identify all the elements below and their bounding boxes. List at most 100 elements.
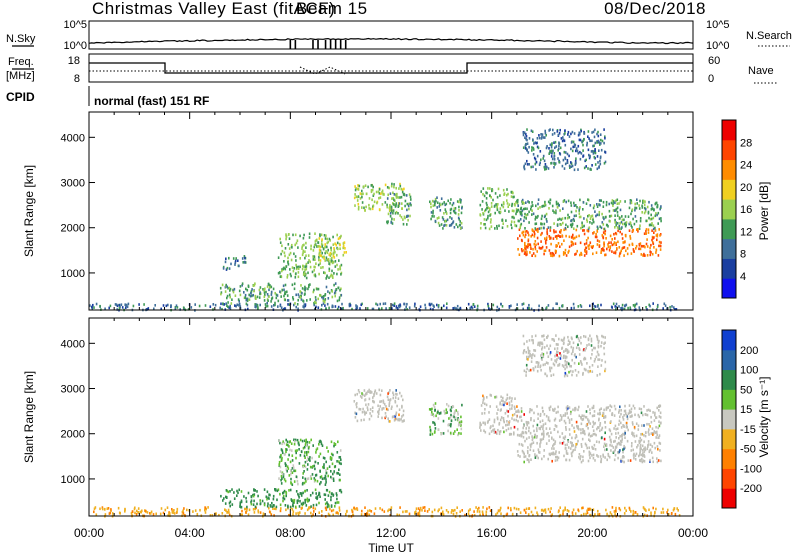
power-cell [547, 304, 550, 307]
power-cell [326, 275, 328, 279]
vel-cell [365, 403, 367, 407]
power-cell [143, 303, 145, 306]
vel-cell [430, 413, 433, 416]
power-cell [634, 202, 636, 206]
vel-cell [569, 369, 572, 373]
vel-cell [547, 418, 550, 422]
vel-cell [388, 404, 390, 408]
vel-cell [519, 415, 521, 419]
vel-cell [603, 408, 605, 412]
power-cell [532, 153, 535, 156]
vel-cell [309, 475, 312, 478]
power-cell [214, 303, 217, 307]
power-cell [310, 244, 312, 248]
power-cell [526, 138, 528, 142]
power-cell [623, 246, 626, 249]
vel-cell [500, 512, 502, 515]
vel-cell [541, 358, 543, 361]
power-cell [505, 219, 507, 222]
power-cell [518, 253, 521, 256]
power-cell [490, 205, 493, 208]
power-cell [534, 254, 537, 258]
vel-cell [622, 418, 625, 421]
vel-cell [137, 507, 140, 510]
power-cell [442, 227, 444, 230]
power-cell [563, 228, 565, 232]
vel-cell [630, 510, 632, 513]
power-cell [541, 245, 544, 249]
power-cell [384, 201, 387, 204]
vel-cell [323, 477, 326, 480]
power-cell [526, 246, 529, 249]
vel-cell [281, 477, 283, 480]
vel-cell [305, 438, 307, 442]
power-cell [548, 129, 550, 132]
vel-cell [271, 505, 274, 508]
power-cell [658, 228, 660, 231]
power-cell [294, 243, 296, 247]
power-cell [524, 207, 526, 210]
vel-cell [94, 506, 97, 509]
power-cell [558, 217, 561, 221]
vel-cell [364, 411, 367, 415]
power-cell [529, 245, 532, 249]
power-cell [579, 138, 582, 142]
power-cell [324, 237, 327, 240]
vel-cell [525, 437, 528, 441]
power-cell [286, 294, 289, 297]
power-cell [567, 133, 569, 136]
power-cell [280, 295, 282, 298]
power-cell [459, 220, 461, 223]
power-cell [175, 304, 178, 307]
vel-cell [647, 430, 650, 434]
vel-cell [527, 348, 530, 352]
power-cell [229, 295, 231, 299]
vel-cell [647, 408, 650, 412]
power-cell [344, 247, 346, 250]
vel-cell [302, 491, 304, 495]
vel-cell [550, 507, 552, 510]
vel-cell [536, 423, 539, 427]
power-cell [552, 149, 554, 153]
power-cell [220, 292, 222, 296]
power-cell [632, 304, 635, 307]
power-cell [355, 195, 358, 198]
power-cell [290, 274, 292, 278]
vel-scatter-region [522, 334, 607, 378]
power-cell [259, 303, 261, 307]
power-cell [551, 133, 554, 136]
vel-cell [530, 458, 532, 461]
vel-cell [642, 459, 645, 462]
vel-cell [419, 509, 421, 512]
power-cell [612, 202, 614, 205]
power-cell [645, 219, 647, 223]
power-cell [625, 223, 627, 227]
vel-cell [520, 407, 523, 410]
vel-cell [565, 428, 567, 431]
vel-cell [611, 444, 613, 448]
power-cell [595, 251, 598, 254]
vel-cell [548, 439, 550, 442]
power-cell [167, 303, 169, 307]
power-cell [523, 167, 526, 171]
vel-cell [658, 441, 661, 445]
vel-cell [596, 427, 598, 431]
power-cell [288, 303, 291, 306]
power-cell [270, 290, 273, 294]
power-cell [579, 304, 582, 307]
power-cell [318, 258, 320, 262]
vel-cell [590, 356, 592, 360]
vel-cell [604, 415, 607, 418]
vel-cell [678, 514, 681, 517]
vel-cell [281, 442, 283, 446]
power-cell [558, 306, 561, 310]
vel-cell [534, 349, 537, 352]
power-cell [255, 303, 258, 306]
power-cell [287, 299, 290, 302]
velocity-colorbar-tick-label: -50 [740, 444, 756, 456]
vel-cell [310, 438, 312, 442]
vel-cell [524, 439, 526, 443]
power-cell [313, 269, 315, 272]
power-cell [357, 202, 360, 206]
vel-cell [459, 510, 461, 513]
